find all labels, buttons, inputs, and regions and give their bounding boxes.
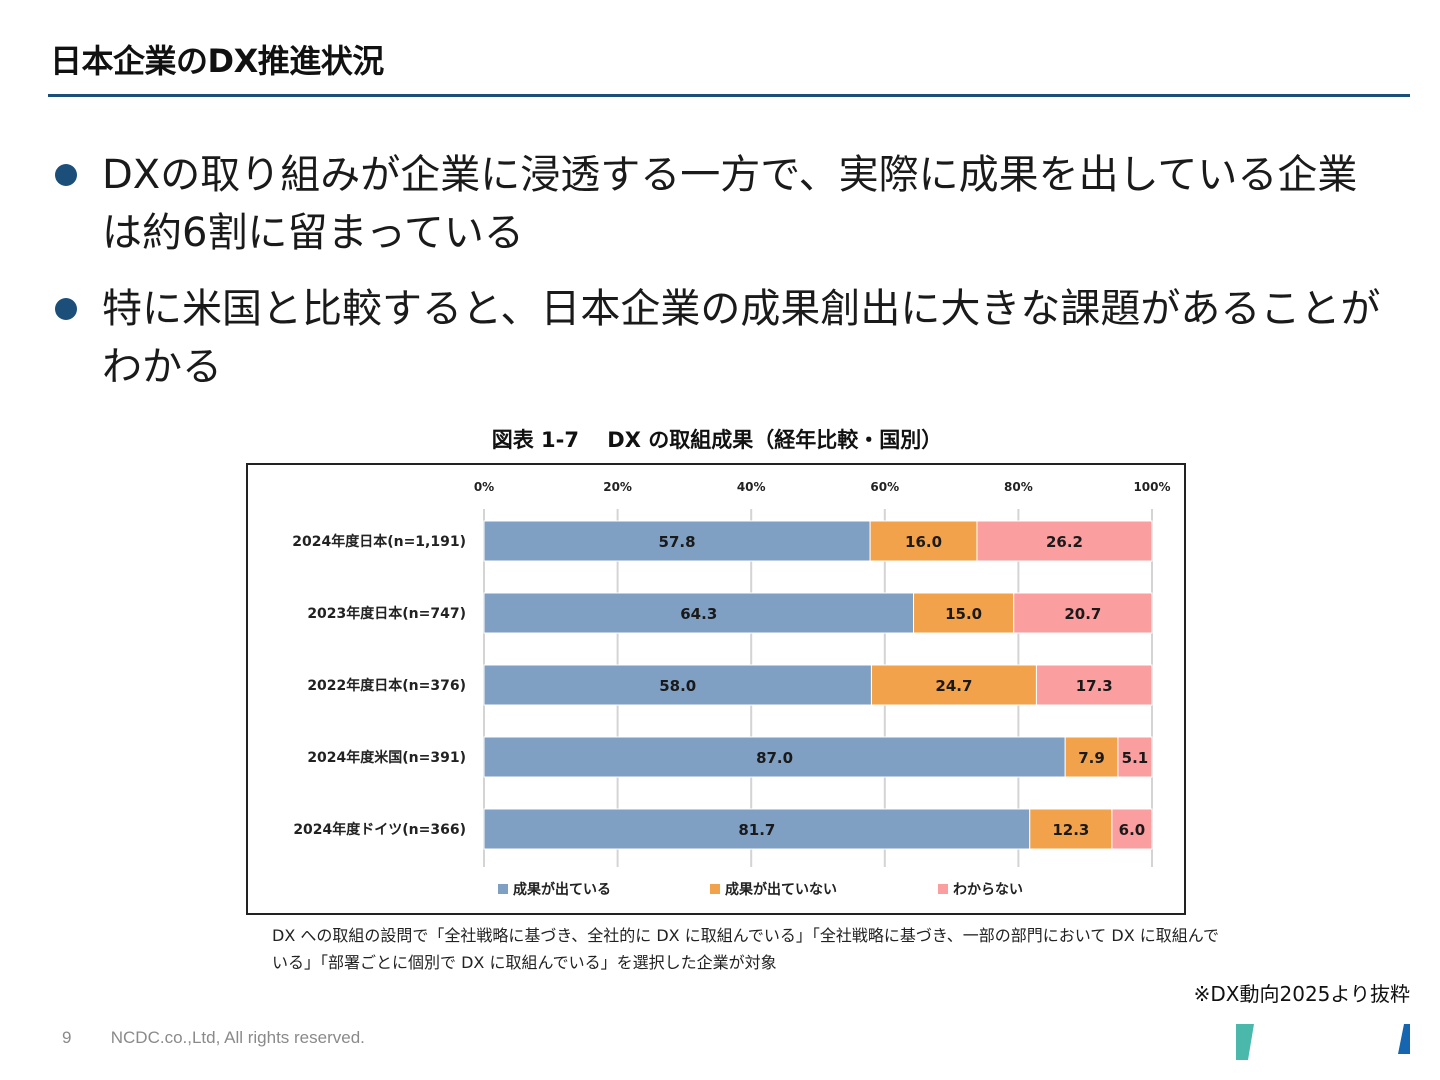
x-tick-label: 60% <box>870 480 899 494</box>
teal-stripe-shape <box>1236 1024 1254 1060</box>
bar-segment <box>1064 736 1119 778</box>
bar-segment <box>483 592 915 634</box>
bullet-dot-icon <box>55 298 77 320</box>
legend-label: 成果が出ている <box>513 881 611 898</box>
bullet-item: 特に米国と比較すると、日本企業の成果創出に大きな課題があることがわかる <box>55 280 1395 396</box>
decor-teal-stripe-icon <box>1236 1024 1254 1060</box>
bar-segment <box>483 736 1066 778</box>
bar-value-label: 26.2 <box>1046 533 1083 551</box>
figure-note: DX への取組の設問で「全社戦略に基づき、全社的に DX に取組んでいる」「全社… <box>272 926 1219 972</box>
bar-value-label: 15.0 <box>945 605 982 623</box>
blue-stripe-shape <box>1398 1024 1410 1054</box>
decor-blue-stripe-icon <box>1398 1024 1410 1054</box>
bar-value-label: 87.0 <box>756 749 793 767</box>
title-divider <box>48 94 1410 97</box>
legend-swatch <box>710 884 720 894</box>
legend-label: 成果が出ていない <box>725 881 837 898</box>
category-label: 2024年度ドイツ(n=366) <box>293 821 466 838</box>
bullet-dot-icon <box>55 164 77 186</box>
bar-segment <box>483 520 871 562</box>
bar-segment <box>1013 592 1153 634</box>
bar-segment <box>483 808 1031 850</box>
x-tick-label: 80% <box>1004 480 1033 494</box>
bar-segment <box>483 664 872 706</box>
legend-swatch <box>498 884 508 894</box>
bar-value-label: 24.7 <box>935 677 972 695</box>
stacked-bar-chart: 0% 20% 40% 60% 80% 100% 2024年度日本(n=1,191) 57.8 1… <box>292 480 1170 898</box>
page-number: 9 <box>62 1028 72 1047</box>
bullet-item: DXの取り組みが企業に浸透する一方で、実際に成果を出している企業は約6割に留まっ… <box>55 146 1395 262</box>
category-label: 2023年度日本(n=747) <box>307 605 466 622</box>
bar-value-label: 12.3 <box>1052 821 1089 839</box>
bar-segment <box>1029 808 1113 850</box>
bullet-text: 特に米国と比較すると、日本企業の成果創出に大きな課題があることがわかる <box>102 286 1381 390</box>
bar-segment <box>870 664 1037 706</box>
category-label: 2024年度日本(n=1,191) <box>292 533 466 550</box>
copyright-text: NCDC.co.,Ltd, All rights reserved. <box>110 1028 365 1047</box>
bar-value-label: 20.7 <box>1064 605 1101 623</box>
bar-value-label: 17.3 <box>1076 677 1113 695</box>
bar-value-label: 6.0 <box>1119 821 1146 839</box>
category-label: 2024年度米国(n=391) <box>307 749 466 766</box>
bar-segment <box>1111 808 1153 850</box>
x-tick-label: 0% <box>474 480 494 494</box>
bar-value-label: 81.7 <box>738 821 775 839</box>
bar-segment <box>1117 736 1153 778</box>
bullet-text: DXの取り組みが企業に浸透する一方で、実際に成果を出している企業は約6割に留まっ… <box>102 152 1358 256</box>
bar-segment <box>1035 664 1153 706</box>
x-tick-label: 40% <box>737 480 766 494</box>
bar-value-label: 64.3 <box>680 605 717 623</box>
category-label: 2022年度日本(n=376) <box>307 677 466 694</box>
figure-caption: 図表 1-7 DX の取組成果（経年比較・国別） <box>491 428 943 452</box>
x-tick-label: 20% <box>603 480 632 494</box>
bar-value-label: 16.0 <box>905 533 942 551</box>
chart-frame: 0% 20% 40% 60% 80% 100% 2024年度日本(n=1,191) 57.8 1… <box>246 463 1186 915</box>
bar-segment <box>913 592 1015 634</box>
bar-value-label: 7.9 <box>1078 749 1105 767</box>
footer: 9 NCDC.co.,Ltd, All rights reserved. <box>62 1028 365 1048</box>
legend-swatch <box>938 884 948 894</box>
bar-value-label: 5.1 <box>1122 749 1149 767</box>
legend-label: わからない <box>953 882 1023 898</box>
x-tick-label: 100% <box>1133 480 1170 494</box>
bar-value-label: 58.0 <box>659 677 696 695</box>
slide-title: 日本企業のDX推進状況 <box>50 42 384 80</box>
bar-value-label: 57.8 <box>659 533 696 551</box>
bar-segment <box>976 520 1153 562</box>
source-citation: ※DX動向2025より抜粋 <box>1193 982 1410 1006</box>
bullet-list: DXの取り組みが企業に浸透する一方で、実際に成果を出している企業は約6割に留まっ… <box>55 146 1395 414</box>
